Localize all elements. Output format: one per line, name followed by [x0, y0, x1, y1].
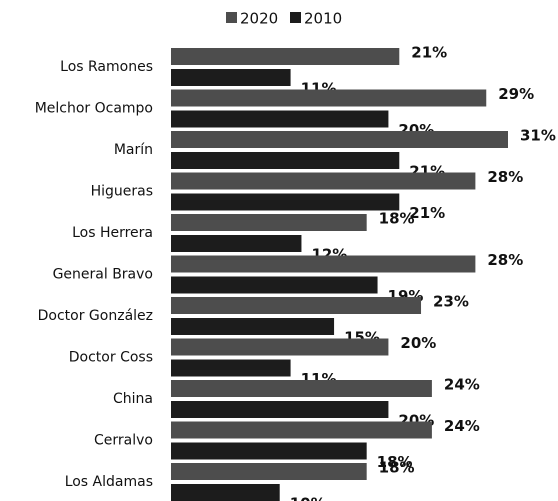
category-label: Marín	[114, 142, 153, 158]
bar	[171, 152, 400, 169]
category-label: General Bravo	[53, 267, 153, 283]
category-label: Doctor Coss	[69, 350, 153, 366]
value-label: 21%	[409, 204, 445, 222]
category-label: Los Herrera	[72, 225, 153, 241]
bar	[171, 338, 389, 356]
category-label: Melchor Ocampo	[35, 101, 153, 117]
bar	[171, 401, 389, 418]
value-label: 21%	[411, 44, 447, 62]
value-label: 20%	[400, 334, 436, 352]
bar	[171, 318, 335, 335]
bar	[171, 235, 302, 252]
legend-label: 2010	[304, 10, 342, 28]
category-label: Cerralvo	[94, 433, 153, 449]
value-label: 31%	[520, 127, 556, 145]
value-label: 18%	[379, 210, 415, 228]
bar	[171, 172, 476, 190]
bar	[171, 214, 367, 231]
value-label: 28%	[487, 168, 523, 186]
bar	[171, 442, 367, 460]
value-label: 10%	[290, 495, 326, 501]
bar	[171, 110, 389, 128]
bar	[171, 255, 476, 273]
bar	[171, 48, 400, 65]
legend-swatch	[226, 12, 237, 23]
bar	[171, 380, 432, 397]
bar	[171, 69, 291, 86]
value-label: 24%	[444, 376, 480, 394]
value-label: 29%	[498, 85, 534, 103]
bar	[171, 276, 378, 294]
category-label: Doctor González	[38, 308, 153, 324]
value-label: 24%	[444, 417, 480, 435]
legend-label: 2020	[240, 10, 278, 28]
bar	[171, 484, 280, 501]
bar	[171, 297, 422, 314]
category-label: Los Aldamas	[65, 474, 153, 490]
bar	[171, 359, 291, 377]
value-label: 18%	[377, 453, 413, 471]
category-label: Los Ramones	[60, 59, 153, 75]
bar	[171, 89, 487, 107]
bar	[171, 193, 400, 211]
category-label: Higueras	[91, 184, 153, 200]
value-label: 28%	[487, 251, 523, 269]
value-label: 23%	[433, 293, 469, 311]
bar	[171, 131, 508, 148]
bar	[171, 421, 432, 439]
category-label: China	[113, 391, 153, 407]
bar	[171, 463, 367, 480]
value-label: 18%	[379, 459, 415, 477]
legend-swatch	[290, 12, 301, 23]
